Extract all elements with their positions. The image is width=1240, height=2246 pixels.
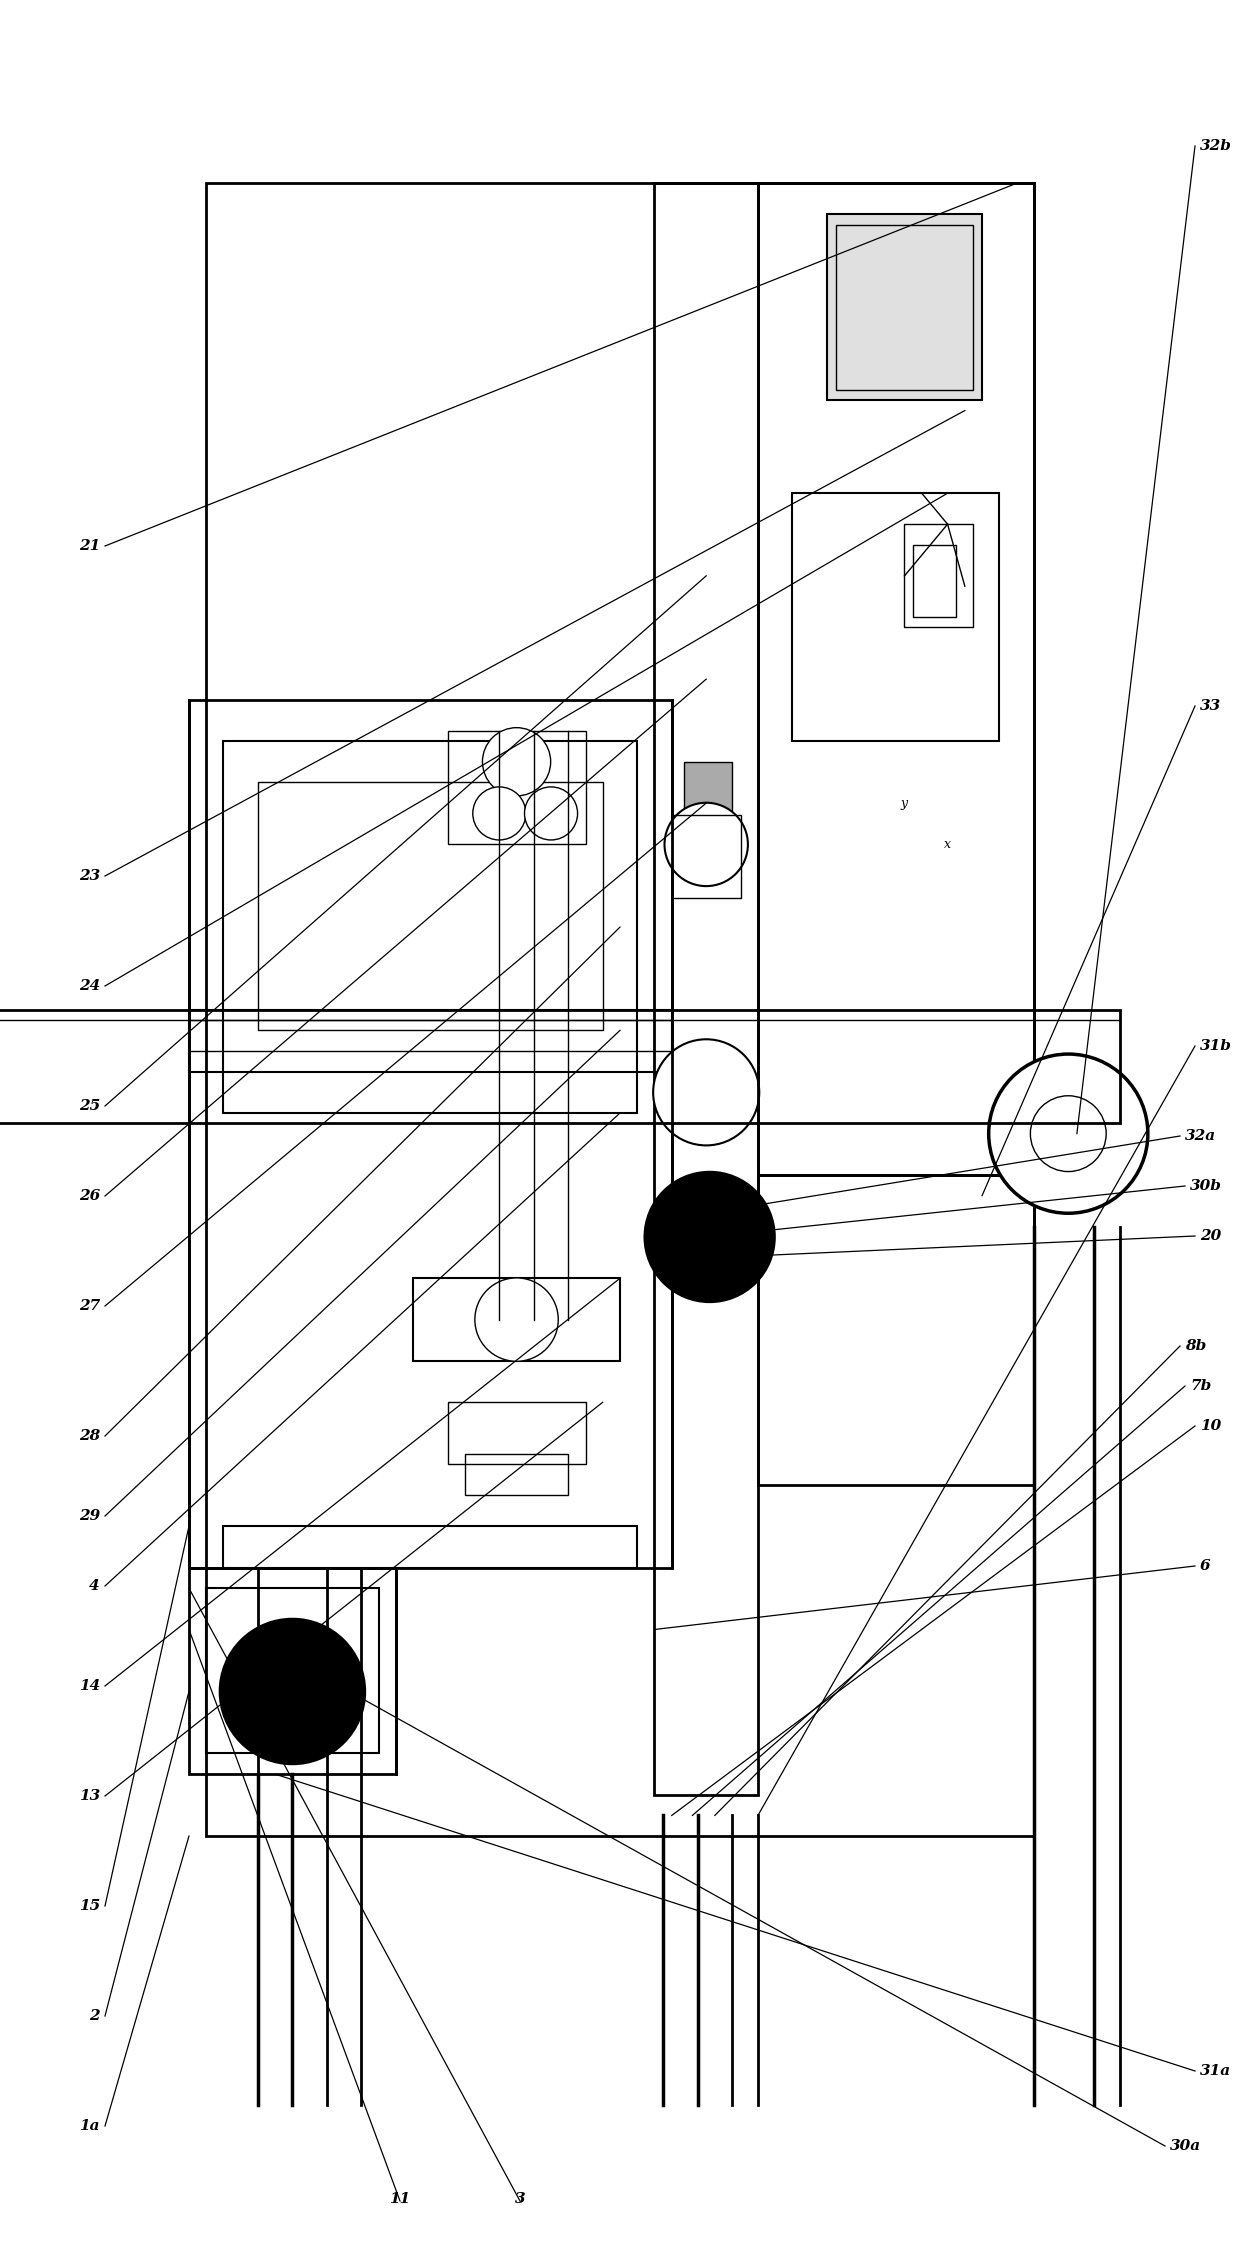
Bar: [836, 225, 973, 391]
Bar: [758, 1175, 1034, 1485]
Bar: [758, 184, 1034, 1175]
Circle shape: [482, 728, 551, 795]
Text: 10: 10: [1200, 1419, 1221, 1433]
Circle shape: [653, 1040, 759, 1145]
Text: x: x: [944, 838, 951, 851]
Circle shape: [221, 1619, 365, 1763]
Text: 20: 20: [1200, 1229, 1221, 1242]
Bar: [827, 213, 982, 400]
Text: 24: 24: [79, 979, 100, 993]
Bar: [448, 730, 585, 844]
Bar: [448, 1402, 585, 1464]
Text: 26: 26: [79, 1188, 100, 1204]
Bar: [913, 546, 956, 618]
Text: 29: 29: [79, 1509, 100, 1523]
Text: 13: 13: [79, 1790, 100, 1804]
Text: 30b: 30b: [1190, 1179, 1221, 1193]
Bar: [223, 1527, 637, 1568]
Circle shape: [665, 802, 748, 887]
Bar: [672, 815, 740, 898]
Bar: [465, 1453, 568, 1496]
Text: 32a: 32a: [1185, 1130, 1216, 1143]
Bar: [188, 1011, 672, 1071]
Bar: [413, 1278, 620, 1361]
Bar: [655, 184, 758, 1795]
Text: 15: 15: [79, 1900, 100, 1914]
Text: 31a: 31a: [1200, 2064, 1231, 2078]
Text: 33: 33: [1200, 699, 1221, 712]
Circle shape: [988, 1053, 1148, 1213]
Bar: [223, 741, 637, 1114]
Bar: [206, 1588, 378, 1754]
Text: 30a: 30a: [1171, 2138, 1202, 2154]
Bar: [258, 782, 603, 1031]
Bar: [683, 761, 732, 820]
Bar: [206, 184, 1034, 1835]
Text: 28: 28: [79, 1428, 100, 1442]
Circle shape: [475, 1278, 558, 1361]
Text: 1a: 1a: [79, 2118, 100, 2134]
Circle shape: [1030, 1096, 1106, 1172]
Text: 7b: 7b: [1190, 1379, 1211, 1393]
Text: 25: 25: [79, 1098, 100, 1114]
Circle shape: [472, 786, 526, 840]
Text: 2: 2: [89, 2008, 100, 2024]
Text: y: y: [901, 797, 908, 809]
Text: 8b: 8b: [1185, 1339, 1207, 1352]
Text: 23: 23: [79, 869, 100, 883]
Text: 6: 6: [1200, 1559, 1210, 1572]
Text: 31b: 31b: [1200, 1040, 1231, 1053]
Text: 27: 27: [79, 1298, 100, 1314]
Bar: [188, 701, 672, 1568]
Bar: [0, 1011, 1120, 1123]
Bar: [792, 494, 999, 741]
Text: 11: 11: [389, 2192, 410, 2206]
Circle shape: [525, 786, 578, 840]
Text: 4: 4: [89, 1579, 100, 1592]
Text: 32b: 32b: [1200, 139, 1231, 153]
Text: 21: 21: [79, 539, 100, 553]
Text: 3: 3: [515, 2192, 526, 2206]
Circle shape: [645, 1172, 774, 1300]
Bar: [188, 1568, 396, 1774]
Bar: [904, 523, 973, 627]
Text: 14: 14: [79, 1680, 100, 1693]
